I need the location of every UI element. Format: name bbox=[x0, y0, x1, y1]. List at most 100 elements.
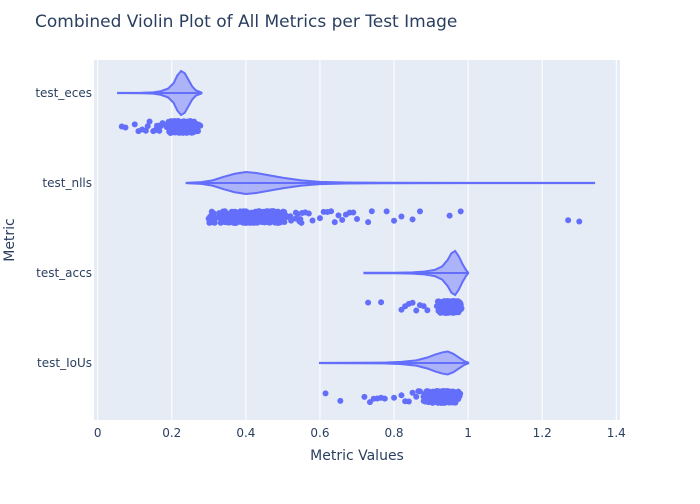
data-point-test_nlls bbox=[309, 217, 316, 224]
data-point-test_nlls bbox=[239, 211, 246, 218]
data-point-test_eces bbox=[146, 118, 153, 125]
data-point-test_eces bbox=[184, 127, 191, 134]
data-point-test_IoUs bbox=[424, 389, 431, 396]
data-point-test_nlls bbox=[365, 219, 372, 226]
x-tick-label: 0.8 bbox=[384, 426, 403, 440]
data-point-test_nlls bbox=[235, 214, 242, 221]
data-point-test_nlls bbox=[287, 213, 294, 220]
data-point-test_IoUs bbox=[381, 395, 388, 402]
data-point-test_accs bbox=[378, 299, 385, 306]
data-point-test_nlls bbox=[398, 213, 405, 220]
data-point-test_nlls bbox=[328, 208, 335, 215]
data-point-test_nlls bbox=[298, 219, 305, 226]
data-point-test_nlls bbox=[576, 218, 583, 225]
data-point-test_nlls bbox=[255, 208, 262, 215]
data-point-test_nlls bbox=[294, 210, 301, 217]
y-tick-label-test_nlls: test_nlls bbox=[42, 176, 92, 190]
x-tick-label: 0.4 bbox=[236, 426, 255, 440]
data-point-test_IoUs bbox=[446, 396, 453, 403]
data-point-test_nlls bbox=[316, 215, 323, 222]
data-point-test_nlls bbox=[248, 209, 255, 216]
data-point-test_nlls bbox=[210, 210, 217, 217]
plot-area bbox=[94, 60, 620, 420]
data-point-test_nlls bbox=[247, 217, 254, 224]
data-point-test_nlls bbox=[457, 208, 464, 215]
data-point-test_nlls bbox=[217, 215, 224, 222]
data-point-test_nlls bbox=[217, 219, 224, 226]
data-point-test_eces bbox=[168, 121, 175, 128]
data-point-test_accs bbox=[413, 307, 420, 314]
x-axis-title: Metric Values bbox=[310, 448, 404, 464]
data-point-test_nlls bbox=[383, 208, 390, 215]
data-point-test_IoUs bbox=[391, 394, 398, 401]
data-point-test_accs bbox=[420, 303, 427, 310]
data-point-test_IoUs bbox=[322, 390, 329, 397]
data-point-test_nlls bbox=[416, 208, 423, 215]
data-point-test_nlls bbox=[205, 215, 212, 222]
data-point-test_IoUs bbox=[337, 397, 344, 404]
data-point-test_nlls bbox=[305, 210, 312, 217]
y-tick-label-test_IoUs: test_IoUs bbox=[37, 356, 92, 370]
data-point-test_IoUs bbox=[427, 396, 434, 403]
x-tick-label: 0 bbox=[94, 426, 102, 440]
data-point-test_IoUs bbox=[361, 393, 368, 400]
data-point-test_nlls bbox=[253, 218, 260, 225]
data-point-test_nlls bbox=[212, 215, 219, 222]
data-point-test_nlls bbox=[354, 215, 360, 222]
data-point-test_nlls bbox=[409, 216, 416, 223]
data-point-test_nlls bbox=[339, 216, 346, 223]
data-point-test_nlls bbox=[446, 212, 453, 219]
data-point-test_nlls bbox=[263, 218, 270, 225]
data-point-test_nlls bbox=[331, 219, 338, 226]
data-point-test_accs bbox=[448, 299, 455, 306]
x-tick-label: 1.4 bbox=[607, 426, 626, 440]
chart-title: Combined Violin Plot of All Metrics per … bbox=[35, 12, 458, 32]
x-tick-label: 1 bbox=[464, 426, 472, 440]
data-point-test_eces bbox=[194, 121, 201, 128]
x-tick-label: 1.2 bbox=[533, 426, 552, 440]
data-point-test_IoUs bbox=[413, 393, 420, 400]
data-point-test_IoUs bbox=[416, 388, 423, 395]
data-point-test_eces bbox=[152, 127, 159, 134]
data-point-test_accs bbox=[448, 304, 455, 311]
data-point-test_IoUs bbox=[436, 392, 443, 399]
data-point-test_IoUs bbox=[455, 388, 462, 395]
data-point-test_IoUs bbox=[409, 389, 416, 396]
data-point-test_nlls bbox=[268, 208, 275, 215]
data-point-test_nlls bbox=[274, 217, 281, 224]
data-point-test_eces bbox=[142, 127, 149, 134]
data-point-test_nlls bbox=[236, 218, 243, 225]
data-point-test_accs bbox=[434, 298, 441, 305]
data-point-test_eces bbox=[144, 123, 151, 130]
data-point-test_nlls bbox=[368, 208, 375, 215]
data-point-test_eces bbox=[122, 124, 129, 131]
data-point-test_nlls bbox=[335, 212, 342, 219]
data-point-test_accs bbox=[409, 299, 416, 306]
data-point-test_nlls bbox=[565, 217, 572, 224]
data-point-test_nlls bbox=[231, 208, 238, 215]
data-point-test_nlls bbox=[270, 214, 277, 221]
data-point-test_eces bbox=[131, 121, 138, 128]
data-point-test_nlls bbox=[226, 219, 233, 226]
y-tick-label-test_eces: test_eces bbox=[35, 86, 92, 100]
data-point-test_nlls bbox=[350, 209, 357, 216]
data-point-test_nlls bbox=[263, 212, 270, 219]
data-point-test_IoUs bbox=[450, 390, 457, 397]
data-point-test_eces bbox=[180, 121, 187, 128]
data-point-test_accs bbox=[424, 307, 431, 314]
data-point-test_IoUs bbox=[398, 392, 405, 399]
data-point-test_accs bbox=[365, 299, 372, 306]
data-point-test_eces bbox=[159, 120, 166, 127]
data-point-test_IoUs bbox=[441, 399, 448, 406]
data-point-test_nlls bbox=[391, 217, 398, 224]
data-point-test_nlls bbox=[216, 210, 223, 217]
x-tick-label: 0.6 bbox=[310, 426, 329, 440]
y-tick-label-test_accs: test_accs bbox=[36, 266, 92, 280]
y-axis-title: Metric bbox=[2, 218, 18, 262]
data-point-test_nlls bbox=[278, 212, 285, 219]
data-point-test_IoUs bbox=[443, 391, 450, 398]
x-tick-label: 0.2 bbox=[162, 426, 181, 440]
data-point-test_IoUs bbox=[405, 398, 412, 405]
